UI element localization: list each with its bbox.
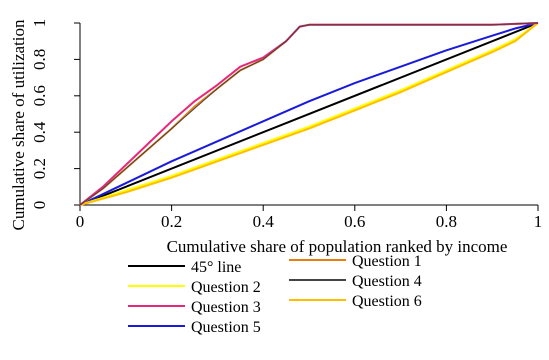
x-tick-label: 0.6 bbox=[344, 212, 365, 231]
x-axis-title: Cumulative share of population ranked by… bbox=[167, 237, 508, 256]
plot-area bbox=[79, 22, 539, 206]
y-tick-label: 0.2 bbox=[30, 158, 49, 179]
legend-label: 45° line bbox=[191, 259, 241, 276]
x-tick-label: 0 bbox=[76, 212, 85, 231]
series-line-question-5 bbox=[79, 22, 539, 206]
x-tick-label: 0.8 bbox=[436, 212, 457, 231]
series-line-45-line bbox=[79, 22, 539, 206]
legend: 45° line Question 2 Question 3 Question 5 Qu… bbox=[128, 253, 422, 336]
legend-label: Question 1 bbox=[352, 253, 422, 270]
y-tick-label: 0 bbox=[30, 201, 49, 210]
series-line-question-6 bbox=[79, 22, 539, 206]
legend-label: Question 2 bbox=[191, 279, 261, 296]
y-tick-label: 0.8 bbox=[30, 49, 49, 70]
legend-label: Question 3 bbox=[191, 299, 261, 316]
axes: 0 0.2 0.4 0.6 0.8 1 0 0.2 0.4 0.6 0.8 1 bbox=[30, 19, 542, 231]
x-tick-label: 0.4 bbox=[253, 212, 275, 231]
legend-label: Question 5 bbox=[191, 319, 261, 336]
series-line-question-4 bbox=[79, 22, 539, 206]
legend-label: Question 4 bbox=[352, 273, 422, 290]
series-line-question-2 bbox=[79, 22, 539, 206]
legend-label: Question 6 bbox=[352, 293, 422, 310]
y-tick-label: 0.4 bbox=[30, 121, 49, 143]
x-tick-label: 0.2 bbox=[161, 212, 182, 231]
y-tick-label: 1 bbox=[30, 19, 49, 28]
x-tick-label: 1 bbox=[534, 212, 543, 231]
y-tick-label: 0.6 bbox=[30, 85, 49, 106]
y-axis-title: Cumulative share of utilization bbox=[9, 19, 28, 231]
